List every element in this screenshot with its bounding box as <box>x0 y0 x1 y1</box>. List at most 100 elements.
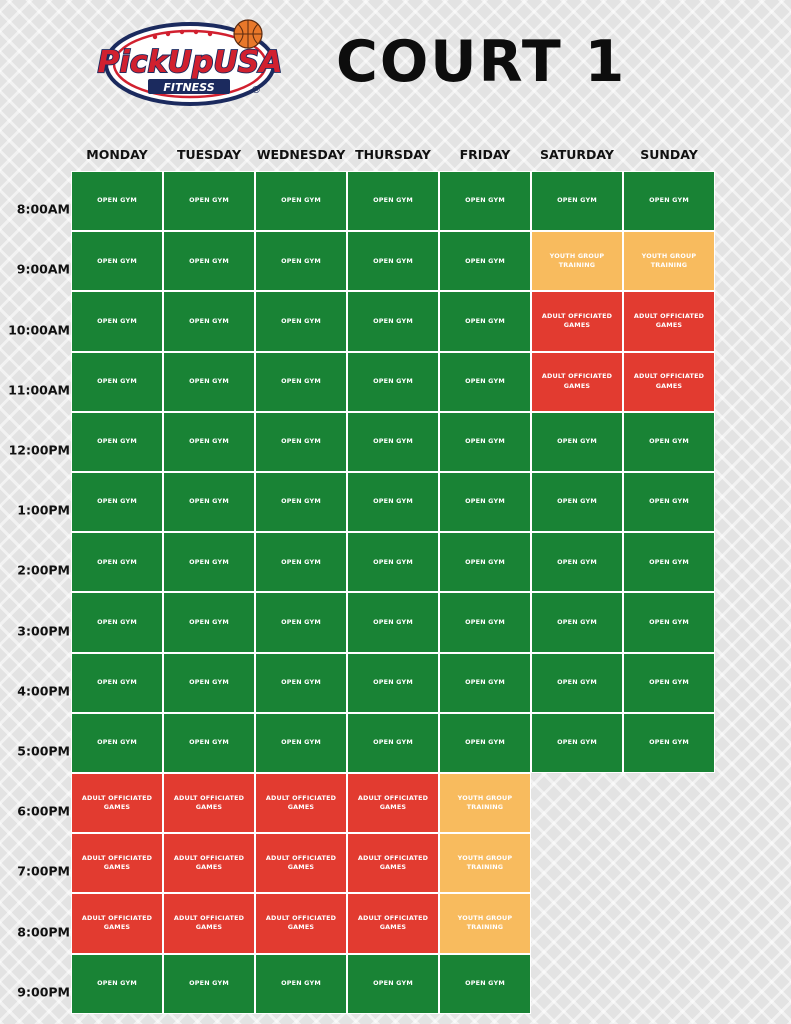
slot-label: OPEN GYM <box>97 738 137 747</box>
slot-label: OPEN GYM <box>373 738 413 747</box>
slot-label: OPEN GYM <box>465 979 505 988</box>
slot-label: OPEN GYM <box>373 678 413 687</box>
slot-label: OPEN GYM <box>189 678 229 687</box>
time-label: 1:00PM <box>17 502 70 518</box>
open-gym-slot: OPEN GYM <box>255 953 347 1014</box>
adult-games-slot: ADULT OFFICIATED GAMES <box>163 833 255 894</box>
adult-games-slot: ADULT OFFICIATED GAMES <box>531 351 623 412</box>
slot-label: OPEN GYM <box>649 497 689 506</box>
youth-training-slot: YOUTH GROUP TRAINING <box>623 231 715 292</box>
open-gym-slot: OPEN GYM <box>71 291 163 352</box>
slot-label: OPEN GYM <box>281 377 321 386</box>
adult-games-slot: ADULT OFFICIATED GAMES <box>71 893 163 954</box>
youth-training-slot: YOUTH GROUP TRAINING <box>439 833 531 894</box>
open-gym-slot: OPEN GYM <box>439 953 531 1014</box>
open-gym-slot: OPEN GYM <box>623 712 715 773</box>
open-gym-slot: OPEN GYM <box>623 472 715 533</box>
open-gym-slot: OPEN GYM <box>347 652 439 713</box>
slot-label: OPEN GYM <box>557 497 597 506</box>
slot-label: OPEN GYM <box>281 497 321 506</box>
open-gym-slot: OPEN GYM <box>163 411 255 472</box>
slot-label: ADULT OFFICIATED GAMES <box>633 372 705 390</box>
slot-label: OPEN GYM <box>189 377 229 386</box>
time-label: 12:00PM <box>8 442 70 458</box>
open-gym-slot: OPEN GYM <box>71 351 163 412</box>
logo-brand-text: PickUpUSA <box>97 45 282 80</box>
slot-label: ADULT OFFICIATED GAMES <box>81 854 153 872</box>
adult-games-slot: ADULT OFFICIATED GAMES <box>163 773 255 834</box>
time-label: 3:00PM <box>17 623 70 638</box>
time-label: 8:00PM <box>17 924 70 939</box>
slot-label: ADULT OFFICIATED GAMES <box>81 914 153 932</box>
slot-label: ADULT OFFICIATED GAMES <box>173 914 245 932</box>
open-gym-slot: OPEN GYM <box>347 953 439 1014</box>
open-gym-slot: OPEN GYM <box>439 532 531 593</box>
open-gym-slot: OPEN GYM <box>623 411 715 472</box>
open-gym-slot: OPEN GYM <box>439 472 531 533</box>
day-header-sunday: SUNDAY <box>640 147 698 162</box>
registered-mark: ® <box>251 85 261 96</box>
open-gym-slot: OPEN GYM <box>347 351 439 412</box>
day-header-friday: FRIDAY <box>459 147 511 162</box>
page-title: COURT 1 <box>336 29 627 95</box>
slot-label: OPEN GYM <box>465 196 505 205</box>
open-gym-slot: OPEN GYM <box>439 411 531 472</box>
open-gym-slot: OPEN GYM <box>255 532 347 593</box>
open-gym-slot: OPEN GYM <box>347 472 439 533</box>
slot-label: ADULT OFFICIATED GAMES <box>265 854 337 872</box>
slot-label: OPEN GYM <box>557 617 597 626</box>
slot-label: OPEN GYM <box>373 256 413 265</box>
open-gym-slot: OPEN GYM <box>71 532 163 593</box>
slot-label: YOUTH GROUP TRAINING <box>457 914 513 932</box>
slot-label: OPEN GYM <box>189 557 229 566</box>
open-gym-slot: OPEN GYM <box>71 652 163 713</box>
open-gym-slot: OPEN GYM <box>531 472 623 533</box>
open-gym-slot: OPEN GYM <box>163 532 255 593</box>
day-header-saturday: SATURDAY <box>540 147 614 162</box>
adult-games-slot: ADULT OFFICIATED GAMES <box>71 833 163 894</box>
open-gym-slot: OPEN GYM <box>255 171 347 232</box>
open-gym-slot: OPEN GYM <box>623 592 715 653</box>
slot-label: OPEN GYM <box>465 497 505 506</box>
slot-label: ADULT OFFICIATED GAMES <box>357 793 429 812</box>
open-gym-slot: OPEN GYM <box>163 291 255 352</box>
adult-games-slot: ADULT OFFICIATED GAMES <box>347 773 439 834</box>
slot-label: OPEN GYM <box>465 617 505 626</box>
open-gym-slot: OPEN GYM <box>163 171 255 232</box>
open-gym-slot: OPEN GYM <box>623 652 715 713</box>
time-label: 2:00PM <box>17 562 70 578</box>
open-gym-slot: OPEN GYM <box>163 652 255 713</box>
slot-label: OPEN GYM <box>281 617 321 626</box>
slot-label: OPEN GYM <box>281 256 321 265</box>
adult-games-slot: ADULT OFFICIATED GAMES <box>255 833 347 894</box>
open-gym-slot: OPEN GYM <box>71 411 163 472</box>
time-label: 11:00AM <box>8 382 70 398</box>
open-gym-slot: OPEN GYM <box>623 171 715 232</box>
adult-games-slot: ADULT OFFICIATED GAMES <box>347 893 439 954</box>
slot-label: ADULT OFFICIATED GAMES <box>265 793 337 812</box>
day-header-thursday: THURSDAY <box>355 147 431 162</box>
slot-label: OPEN GYM <box>281 557 321 566</box>
open-gym-slot: OPEN GYM <box>531 652 623 713</box>
slot-label: OPEN GYM <box>281 437 321 446</box>
slot-label: ADULT OFFICIATED GAMES <box>357 914 429 932</box>
adult-games-slot: ADULT OFFICIATED GAMES <box>255 893 347 954</box>
slot-label: OPEN GYM <box>557 557 597 566</box>
day-header-tuesday: TUESDAY <box>176 147 242 162</box>
open-gym-slot: OPEN GYM <box>439 291 531 352</box>
slot-label: ADULT OFFICIATED GAMES <box>357 854 429 872</box>
slot-label: OPEN GYM <box>557 678 597 687</box>
slot-label: OPEN GYM <box>373 617 413 626</box>
slot-label: OPEN GYM <box>557 196 597 205</box>
day-header-monday: MONDAY <box>86 147 148 162</box>
adult-games-slot: ADULT OFFICIATED GAMES <box>623 291 715 352</box>
star-icons <box>152 29 213 40</box>
slot-label: OPEN GYM <box>97 256 137 265</box>
time-label: 5:00PM <box>17 743 70 759</box>
slot-label: OPEN GYM <box>649 196 689 205</box>
slot-label: OPEN GYM <box>189 437 229 446</box>
slot-label: OPEN GYM <box>189 738 229 747</box>
slot-label: OPEN GYM <box>281 196 321 205</box>
slot-label: OPEN GYM <box>189 979 229 988</box>
slot-label: OPEN GYM <box>373 497 413 506</box>
